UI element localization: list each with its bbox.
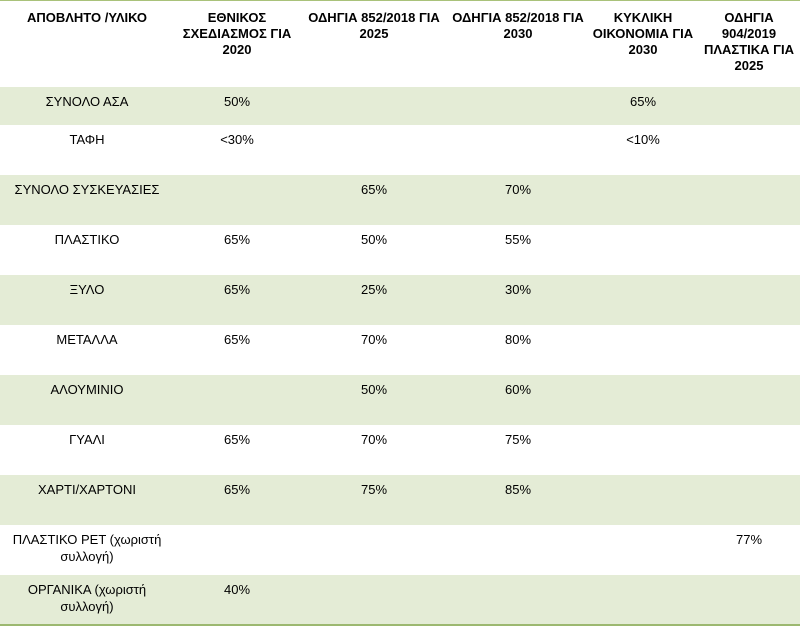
cell-directive-852-2025 — [300, 575, 448, 625]
cell-directive-904-2025 — [698, 425, 800, 475]
cell-national-plan-2020: 65% — [223, 481, 251, 497]
cell-directive-852-2025: 70% — [360, 331, 388, 347]
cell-circular-economy-2030: 65% — [629, 93, 657, 109]
cell-material: ΠΛΑΣΤΙΚΟ — [54, 231, 120, 247]
cell-directive-904-2025 — [698, 225, 800, 275]
table-row: ΑΛΟΥΜΙΝΙΟ 50% 60% — [0, 374, 800, 425]
cell-directive-852-2025 — [300, 525, 448, 575]
cell-directive-852-2030: 70% — [504, 181, 532, 197]
cell-directive-852-2025: 50% — [360, 381, 388, 397]
cell-directive-904-2025 — [698, 475, 800, 525]
cell-national-plan-2020 — [174, 375, 300, 425]
cell-directive-904-2025 — [698, 325, 800, 375]
cell-material: ΧΑΡΤΙ/ΧΑΡΤΟΝΙ — [37, 481, 136, 497]
cell-national-plan-2020: <30% — [220, 131, 254, 147]
cell-directive-904-2025 — [698, 275, 800, 325]
cell-directive-852-2030: 75% — [504, 431, 532, 447]
table-row: ΞΥΛΟ 65% 25% 30% — [0, 274, 800, 325]
cell-material: ΓΥΑΛΙ — [69, 431, 105, 447]
header-material: ΑΠΟΒΛΗΤΟ /ΥΛΙΚΟ — [26, 10, 148, 25]
cell-directive-904-2025 — [698, 575, 800, 625]
cell-directive-852-2030 — [448, 575, 588, 625]
cell-directive-852-2030 — [448, 87, 588, 125]
cell-directive-852-2025: 25% — [360, 281, 388, 297]
cell-material: ΜΕΤΑΛΛΑ — [56, 331, 118, 347]
cell-circular-economy-2030 — [588, 425, 698, 475]
cell-material: ΣΥΝΟΛΟ ΣΥΣΚΕΥΑΣΙΕΣ — [14, 181, 160, 197]
cell-circular-economy-2030 — [588, 475, 698, 525]
cell-national-plan-2020: 65% — [223, 431, 251, 447]
cell-directive-852-2025 — [300, 87, 448, 125]
cell-directive-904-2025: 77% — [735, 531, 763, 547]
cell-directive-852-2025 — [300, 125, 448, 175]
cell-national-plan-2020: 65% — [223, 331, 251, 347]
cell-national-plan-2020: 40% — [223, 581, 251, 597]
cell-national-plan-2020 — [174, 525, 300, 575]
cell-directive-852-2030: 80% — [504, 331, 532, 347]
cell-directive-852-2030: 55% — [504, 231, 532, 247]
cell-directive-852-2030 — [448, 125, 588, 175]
table-row: ΣΥΝΟΛΟ ΑΣΑ 50% 65% — [0, 86, 800, 125]
header-directive-852-2025: ΟΔΗΓΙΑ 852/2018 ΓΙΑ 2025 — [308, 10, 440, 41]
cell-directive-904-2025 — [698, 87, 800, 125]
cell-material: ΑΛΟΥΜΙΝΙΟ — [50, 381, 124, 397]
cell-circular-economy-2030 — [588, 325, 698, 375]
cell-material: ΣΥΝΟΛΟ ΑΣΑ — [45, 93, 129, 109]
cell-national-plan-2020: 50% — [223, 93, 251, 109]
cell-circular-economy-2030 — [588, 575, 698, 625]
header-circular-economy-2030: ΚΥΚΛΙΚΗ ΟΙΚΟΝΟΜΙΑ ΓΙΑ 2030 — [592, 10, 694, 57]
cell-directive-852-2030: 60% — [504, 381, 532, 397]
cell-directive-904-2025 — [698, 125, 800, 175]
cell-material: ΞΥΛΟ — [69, 281, 105, 297]
cell-circular-economy-2030 — [588, 525, 698, 575]
cell-directive-904-2025 — [698, 375, 800, 425]
cell-national-plan-2020: 65% — [223, 231, 251, 247]
table-row: ΠΛΑΣΤΙΚΟ 65% 50% 55% — [0, 225, 800, 275]
cell-material: ΟΡΓΑΝΙΚΑ (χωριστή συλλογή) — [27, 581, 147, 614]
cell-material: ΤΑΦΗ — [69, 131, 105, 147]
cell-national-plan-2020: 65% — [223, 281, 251, 297]
table-row: ΣΥΝΟΛΟ ΣΥΣΚΕΥΑΣΙΕΣ 65% 70% — [0, 174, 800, 225]
cell-directive-904-2025 — [698, 175, 800, 225]
header-directive-852-2030: ΟΔΗΓΙΑ 852/2018 ΓΙΑ 2030 — [452, 10, 584, 41]
table-body: ΣΥΝΟΛΟ ΑΣΑ 50% 65% ΤΑΦΗ <30% <10% ΣΥΝΟΛΟ ΣΥΣΚΕ… — [0, 86, 800, 625]
table-row: ΓΥΑΛΙ 65% 70% 75% — [0, 425, 800, 475]
table-row: ΜΕΤΑΛΛΑ 65% 70% 80% — [0, 325, 800, 375]
table-row: ΠΛΑΣΤΙΚΟ PET (χωριστή συλλογή) 77% — [0, 525, 800, 575]
cell-circular-economy-2030 — [588, 275, 698, 325]
header-directive-904-2025: ΟΔΗΓΙΑ 904/2019 ΠΛΑΣΤΙΚΑ ΓΙΑ 2025 — [703, 10, 794, 73]
table-row: ΟΡΓΑΝΙΚΑ (χωριστή συλλογή) 40% — [0, 574, 800, 625]
cell-directive-852-2025: 75% — [360, 481, 388, 497]
cell-circular-economy-2030: <10% — [626, 131, 660, 147]
table-row: ΤΑΦΗ <30% <10% — [0, 125, 800, 175]
header-row: ΑΠΟΒΛΗΤΟ /ΥΛΙΚΟ ΕΘΝΙΚΟΣ ΣΧΕΔΙΑΣΜΟΣ ΓΙΑ 2… — [0, 0, 800, 87]
cell-directive-852-2025: 50% — [360, 231, 388, 247]
cell-directive-852-2030: 30% — [504, 281, 532, 297]
cell-directive-852-2025: 65% — [360, 181, 388, 197]
cell-circular-economy-2030 — [588, 175, 698, 225]
table-row: ΧΑΡΤΙ/ΧΑΡΤΟΝΙ 65% 75% 85% — [0, 474, 800, 525]
cell-directive-852-2030 — [448, 525, 588, 575]
cell-directive-852-2025: 70% — [360, 431, 388, 447]
cell-national-plan-2020 — [174, 175, 300, 225]
cell-circular-economy-2030 — [588, 225, 698, 275]
header-national-plan-2020: ΕΘΝΙΚΟΣ ΣΧΕΔΙΑΣΜΟΣ ΓΙΑ 2020 — [182, 10, 292, 57]
cell-material: ΠΛΑΣΤΙΚΟ PET (χωριστή συλλογή) — [12, 531, 162, 564]
cell-circular-economy-2030 — [588, 375, 698, 425]
cell-directive-852-2030: 85% — [504, 481, 532, 497]
